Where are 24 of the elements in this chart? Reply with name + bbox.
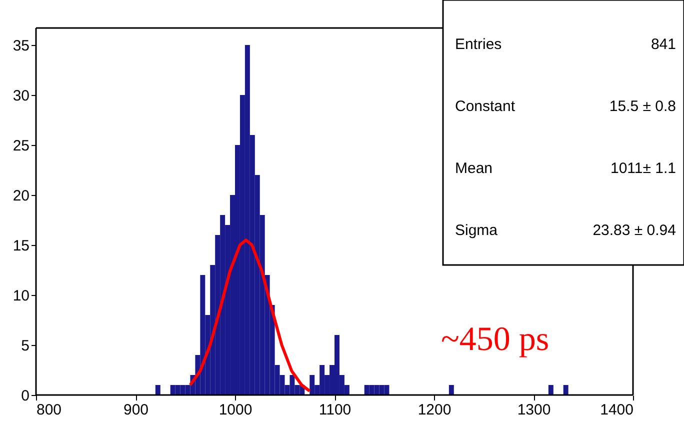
y-tick-label: 30 [12, 88, 30, 104]
y-tick-label: 20 [12, 188, 30, 204]
x-tick-label: 1400 [600, 402, 634, 418]
x-tick-label: 800 [36, 402, 62, 418]
x-tick-label: 1300 [517, 402, 551, 418]
y-tick-label: 25 [12, 138, 30, 154]
x-tick-label: 1200 [418, 402, 452, 418]
annotation: ~450 ps [441, 321, 550, 358]
annotation: Entries [455, 36, 502, 53]
annotation: Sigma [455, 222, 498, 239]
annotation: 23.83 ± 0.94 [592, 222, 676, 239]
annotation: Mean [455, 160, 493, 177]
annotation: Constant [455, 98, 516, 115]
annotation: 15.5 ± 0.8 [609, 98, 676, 115]
x-tick-label: 1100 [318, 402, 352, 418]
annotation: 1011± 1.1 [610, 160, 676, 177]
text: 841 [650, 36, 676, 53]
y-tick-label: 5 [21, 338, 30, 354]
y-tick-label: 15 [12, 238, 30, 254]
y-tick-label: 35 [12, 38, 30, 54]
x-tick-label: 900 [123, 402, 149, 418]
y-tick-label: 10 [12, 288, 30, 304]
y-tick-label: 0 [21, 388, 30, 404]
x-tick-label: 1000 [218, 402, 252, 418]
